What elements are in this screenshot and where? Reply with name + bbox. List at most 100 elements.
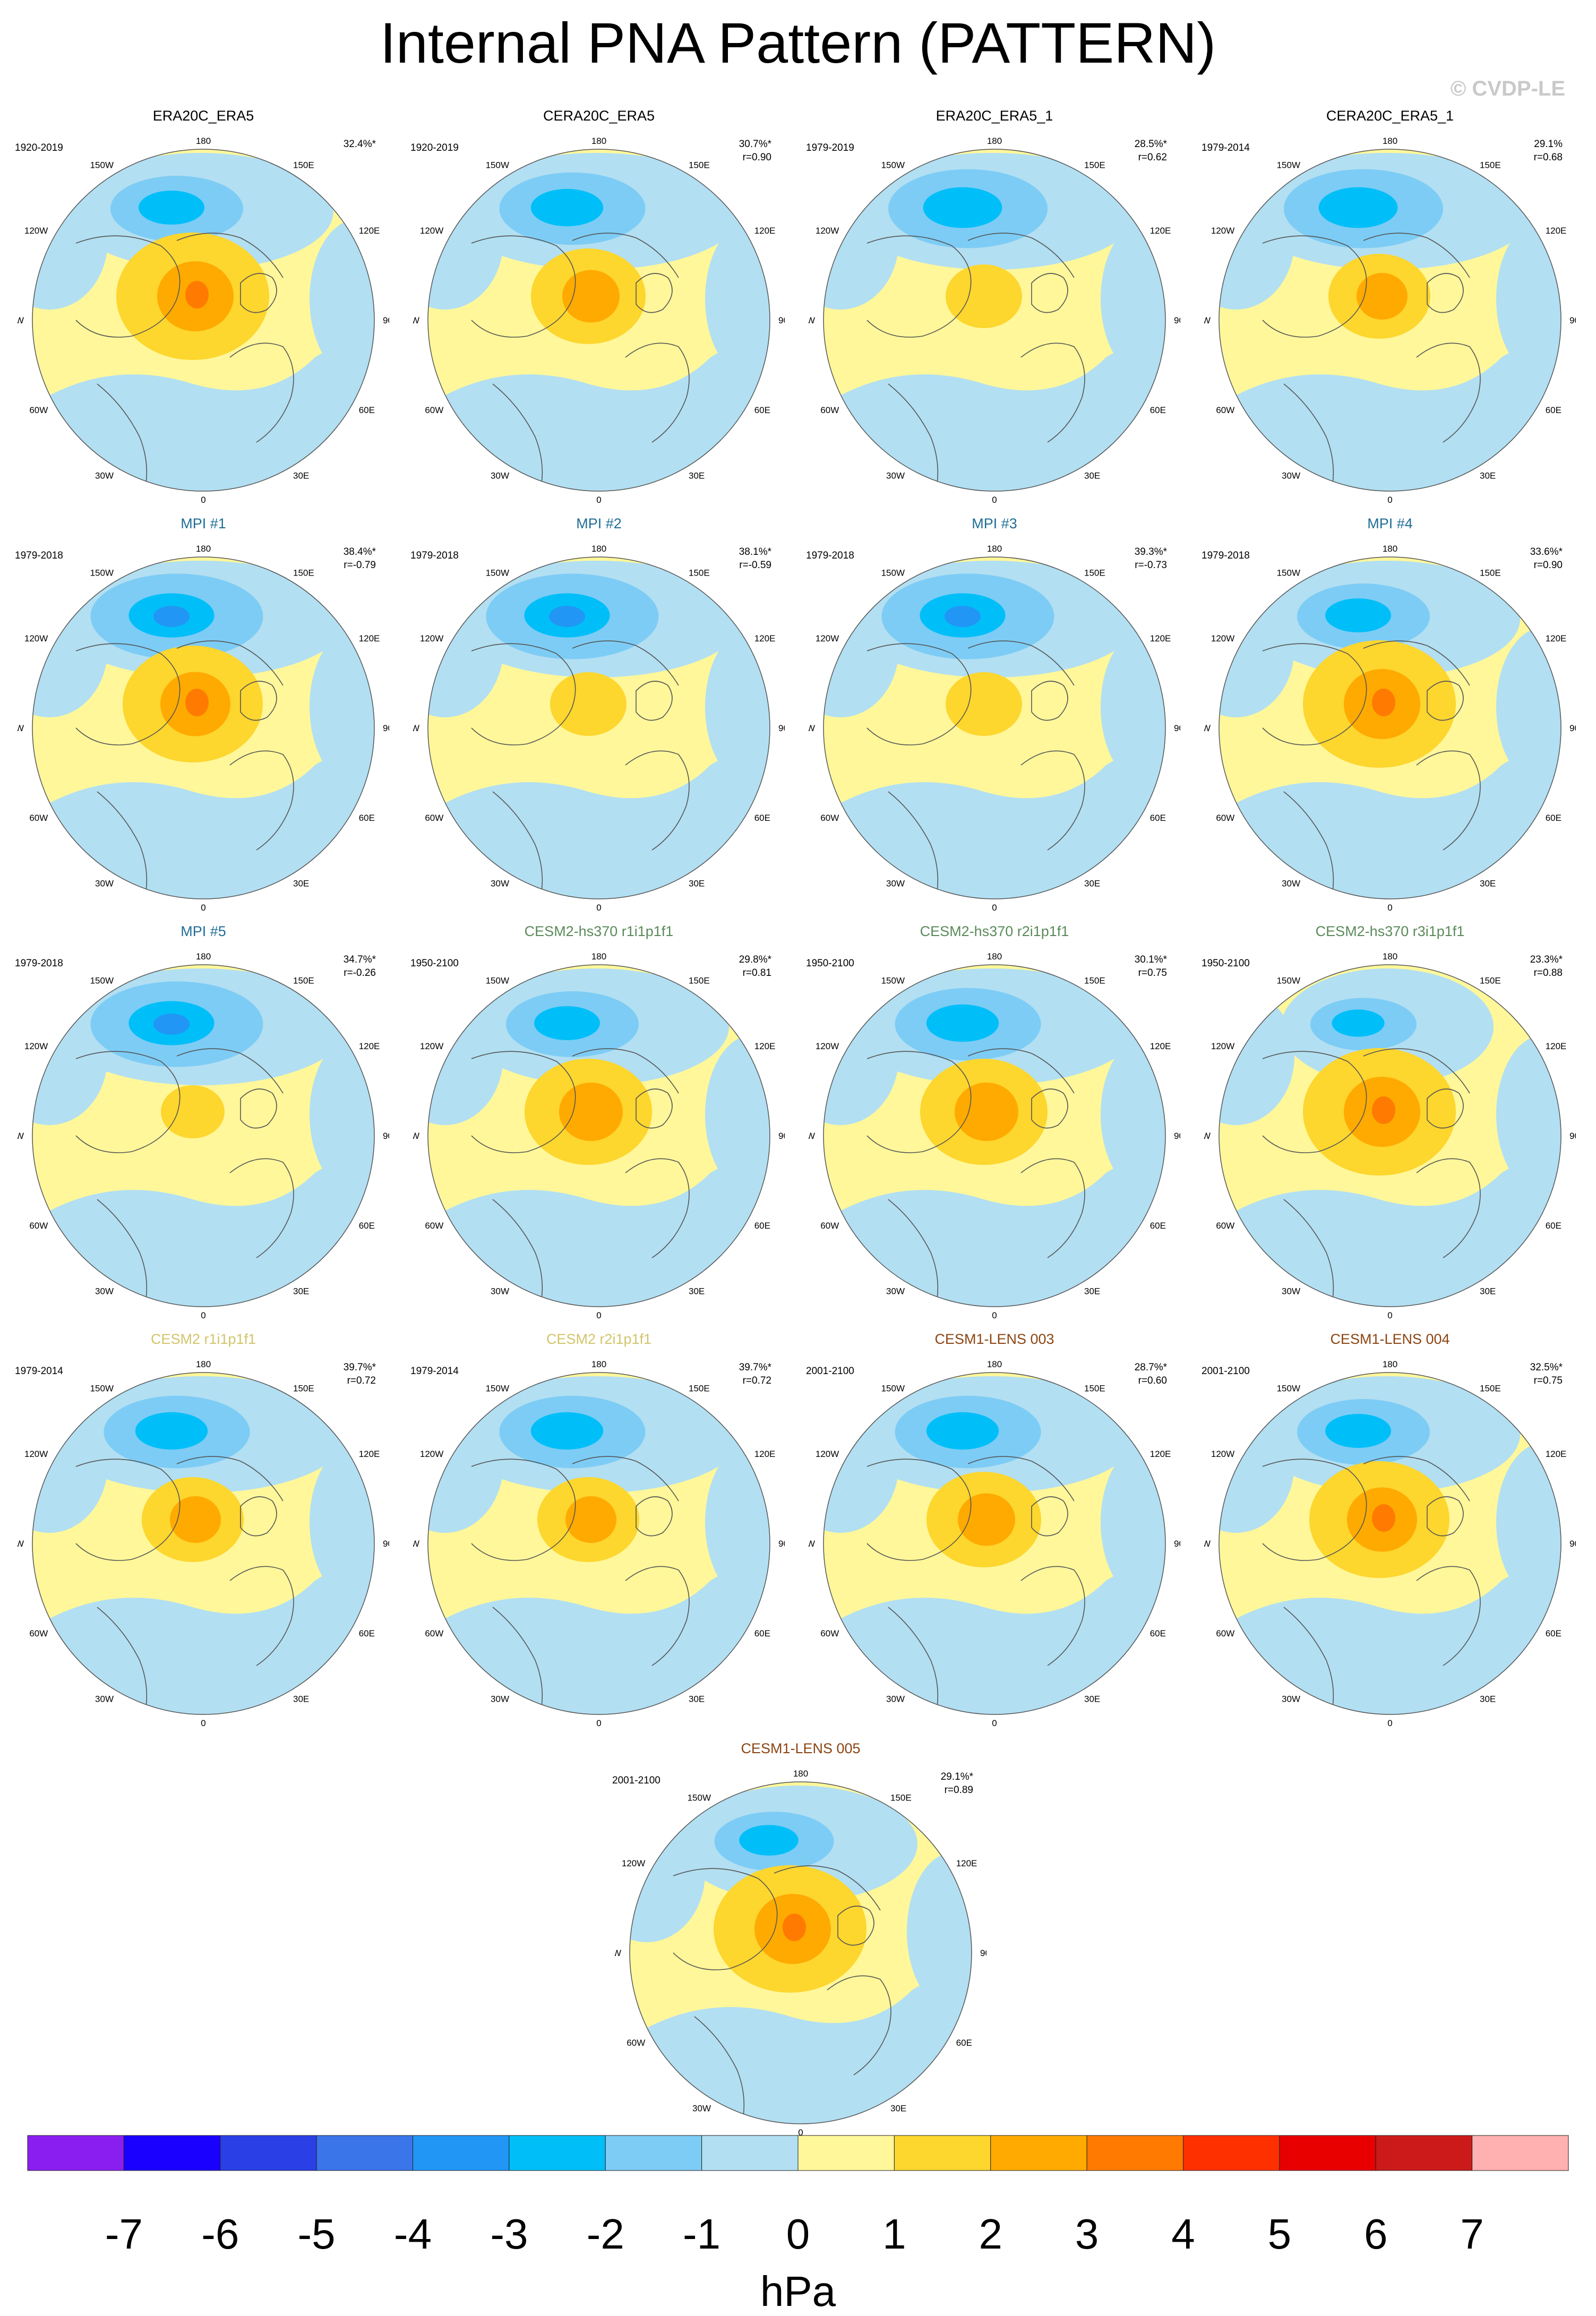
panel-period: 1920-2019 bbox=[410, 142, 459, 153]
explained-variance: 33.6%* bbox=[1530, 546, 1563, 557]
longitude-label: 150W bbox=[881, 568, 905, 578]
longitude-label: 180 bbox=[1383, 136, 1397, 146]
page-title: Internal PNA Pattern (PATTERN) bbox=[380, 11, 1216, 75]
pattern-correlation: r=0.90 bbox=[1533, 560, 1563, 571]
panel-stats: 30.7%* r=0.90 bbox=[739, 138, 771, 164]
longitude-label: 90W bbox=[809, 1131, 815, 1141]
longitude-label: 30E bbox=[293, 879, 309, 889]
longitude-label: 90W bbox=[809, 1539, 815, 1549]
longitude-label: 30W bbox=[1282, 1286, 1300, 1297]
longitude-label: 90W bbox=[18, 315, 24, 325]
coastlines bbox=[866, 1048, 1085, 1306]
longitude-label: 150E bbox=[890, 1792, 912, 1803]
pattern-correlation: r=0.60 bbox=[1138, 1375, 1167, 1386]
pattern-correlation: r=-0.26 bbox=[344, 967, 376, 979]
longitude-label: 60E bbox=[1150, 1628, 1166, 1639]
map-panel: CESM2 r2i1p1f1 1979-2014 39.7%* r=0.72 180 15… bbox=[410, 1331, 785, 1735]
longitude-label: 90W bbox=[413, 723, 419, 733]
colorbar-units: hPa bbox=[760, 2268, 836, 2315]
panel-stats: 38.4%* r=-0.79 bbox=[344, 545, 376, 572]
colorbar-tick-label: -4 bbox=[394, 2210, 432, 2258]
longitude-label: 90E bbox=[1174, 723, 1180, 733]
pattern-correlation: r=0.75 bbox=[1533, 1375, 1563, 1386]
panel-title: MPI #1 bbox=[181, 516, 226, 531]
longitude-label: 60E bbox=[1546, 813, 1561, 823]
colorbar-tick-label: 4 bbox=[1171, 2210, 1195, 2258]
panel-period: 1950-2100 bbox=[806, 958, 854, 969]
longitude-label: 90W bbox=[1204, 315, 1211, 325]
panel-stats: 29.8%* r=0.81 bbox=[739, 953, 771, 980]
longitude-label: 30E bbox=[689, 1694, 705, 1704]
panel-period: 1950-2100 bbox=[410, 958, 459, 969]
colorbar-tick-label: 2 bbox=[979, 2210, 1003, 2258]
coastlines bbox=[1262, 1456, 1481, 1714]
longitude-label: 30W bbox=[95, 879, 114, 889]
longitude-label: 60E bbox=[754, 405, 770, 415]
longitude-label: 60W bbox=[425, 1628, 443, 1639]
map-panel: MPI #4 1979-2018 33.6%* r=0.90 180 150E 120E 90… bbox=[1202, 516, 1576, 919]
longitude-label: 90W bbox=[413, 1539, 419, 1549]
longitude-label: 30E bbox=[293, 1286, 309, 1297]
longitude-label: 180 bbox=[987, 951, 1002, 962]
colorbar-swatch bbox=[1183, 2135, 1280, 2171]
panel-title: ERA20C_ERA5 bbox=[152, 108, 254, 124]
longitude-label: 60W bbox=[29, 813, 48, 823]
pattern-correlation: r=0.89 bbox=[944, 1785, 973, 1796]
longitude-label: 120W bbox=[816, 226, 839, 236]
longitude-label: 30E bbox=[293, 471, 309, 481]
polar-map: 180 150E 120E 90E 60E 30E 0 30W 60W 90W 120W 150W bbox=[809, 951, 1180, 1320]
longitude-label: 150W bbox=[881, 975, 905, 985]
map-panel: CESM1-LENS 003 2001-2100 28.7%* r=0.60 180 15… bbox=[806, 1331, 1180, 1735]
panel-period: 1979-2018 bbox=[806, 550, 854, 561]
explained-variance: 39.7%* bbox=[343, 1362, 376, 1373]
map-panel: ERA20C_ERA5_1 1979-2019 28.5%* r=0.62 180 150… bbox=[806, 108, 1180, 511]
panel-title: CESM2-hs370 r1i1p1f1 bbox=[524, 923, 674, 939]
colorbar-swatch bbox=[413, 2135, 510, 2171]
panel-title: ERA20C_ERA5_1 bbox=[936, 108, 1053, 124]
longitude-label: 120E bbox=[1546, 1449, 1567, 1459]
longitude-label: 30E bbox=[1084, 879, 1100, 889]
map-panel: CERA20C_ERA5 1920-2019 30.7%* r=0.90 180 150E… bbox=[410, 108, 785, 511]
longitude-label: 150W bbox=[486, 1383, 509, 1393]
longitude-label: 120E bbox=[1150, 633, 1171, 644]
longitude-label: 150E bbox=[689, 568, 710, 578]
panel-stats: 32.4%* bbox=[344, 138, 376, 151]
copyright-label: © CVDP-LE bbox=[1450, 77, 1565, 100]
panel-period: 1979-2018 bbox=[1202, 550, 1250, 561]
longitude-label: 150E bbox=[1084, 975, 1105, 985]
longitude-label: 60E bbox=[1150, 813, 1166, 823]
colorbar-tick-label: -1 bbox=[683, 2210, 720, 2258]
longitude-label: 90E bbox=[778, 723, 785, 733]
longitude-label: 60W bbox=[627, 2038, 645, 2048]
longitude-label: 60E bbox=[754, 813, 770, 823]
panel-stats: 33.6%* r=0.90 bbox=[1530, 545, 1563, 572]
colorbar-tick-label: 1 bbox=[882, 2210, 906, 2258]
panel-period: 1979-2014 bbox=[1202, 142, 1250, 153]
longitude-label: 120E bbox=[1546, 633, 1567, 644]
longitude-label: 150W bbox=[90, 568, 114, 578]
longitude-label: 180 bbox=[987, 544, 1002, 554]
longitude-label: 150E bbox=[293, 568, 314, 578]
longitude-label: 180 bbox=[196, 951, 211, 962]
longitude-label: 30W bbox=[886, 1694, 905, 1704]
explained-variance: 39.7%* bbox=[739, 1362, 771, 1373]
longitude-label: 60E bbox=[754, 1221, 770, 1231]
colorbar-swatch bbox=[605, 2135, 702, 2171]
map-panel: CESM2 r1i1p1f1 1979-2014 39.7%* r=0.72 180 15… bbox=[15, 1331, 389, 1735]
longitude-label: 180 bbox=[591, 544, 606, 554]
longitude-label: 90W bbox=[1204, 1131, 1211, 1141]
longitude-label: 90W bbox=[1204, 723, 1211, 733]
colorbar-tick-label: -6 bbox=[201, 2210, 239, 2258]
coastlines bbox=[1262, 1048, 1481, 1306]
polar-map: 180 150E 120E 90E 60E 30E 0 30W 60W 90W 120W 150W bbox=[413, 136, 785, 505]
panel-period: 1979-2018 bbox=[410, 550, 459, 561]
longitude-label: 150E bbox=[293, 160, 314, 170]
map-panel: MPI #3 1979-2018 39.3%* r=-0.73 180 150E 120E 9… bbox=[806, 516, 1180, 919]
longitude-label: 120W bbox=[24, 1449, 48, 1459]
polar-map: 180 150E 120E 90E 60E 30E 0 30W 60W 90W 120W 150W bbox=[1204, 136, 1576, 505]
panel-stats: 30.1%* r=0.75 bbox=[1135, 953, 1167, 980]
explained-variance: 32.4%* bbox=[343, 139, 376, 150]
longitude-label: 30E bbox=[293, 1694, 309, 1704]
longitude-label: 0 bbox=[201, 1310, 205, 1320]
longitude-label: 120E bbox=[754, 633, 776, 644]
